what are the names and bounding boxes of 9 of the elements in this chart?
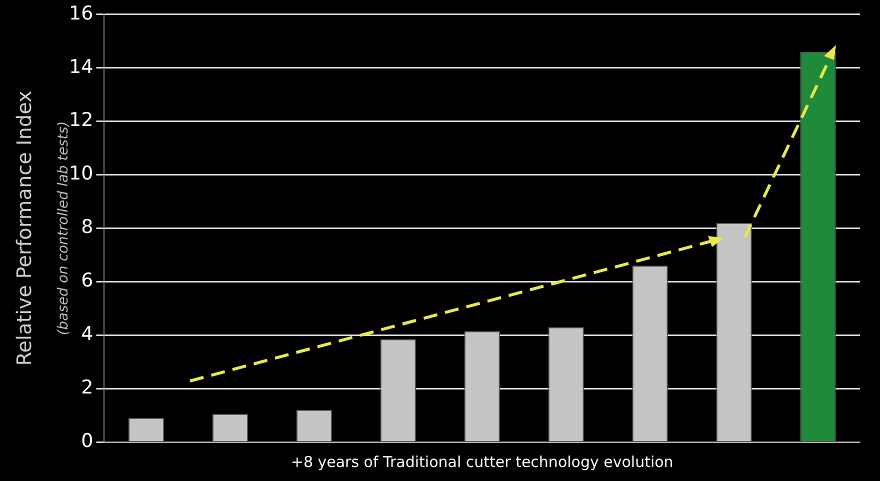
y-tick-label: 16 bbox=[68, 2, 94, 24]
y-tick-label: 0 bbox=[81, 430, 94, 452]
y-tick-label: 14 bbox=[68, 56, 94, 78]
x-axis-title: +8 years of Traditional cutter technology evolution bbox=[290, 452, 674, 471]
y-axis-title: Relative Performance Index bbox=[12, 90, 36, 366]
y-tick-label: 4 bbox=[81, 323, 94, 346]
y-tick-label: 2 bbox=[81, 376, 94, 398]
y-tick-label: 8 bbox=[81, 216, 94, 238]
y-tick-label: 6 bbox=[81, 270, 94, 292]
